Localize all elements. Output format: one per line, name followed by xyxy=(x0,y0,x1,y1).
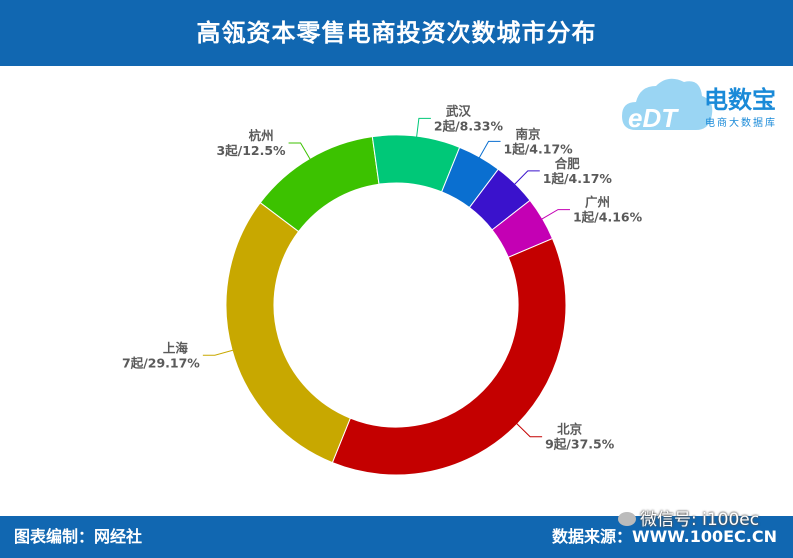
slice-value-1: 2起/8.33% xyxy=(434,118,504,133)
footer-bar: 图表编制：网经社 数据来源：WWW.100EC.CN xyxy=(0,516,793,558)
slice-6 xyxy=(225,201,351,464)
donut-slices xyxy=(225,134,567,476)
wechat-id: 微信号: i100ec xyxy=(640,510,760,530)
slice-label-1: 武汉 2起/8.33% xyxy=(434,103,504,133)
logo: eDT 电数宝 电商大数据库 xyxy=(622,78,777,133)
slice-city-2: 南京 xyxy=(516,126,542,141)
logo-tagline: 电商大数据库 xyxy=(705,116,777,129)
logo-name: 电数宝 xyxy=(704,86,776,114)
slice-value-5: 9起/37.5% xyxy=(545,437,615,452)
leader-line-0 xyxy=(288,142,312,162)
slice-label-3: 合肥 1起/4.17% xyxy=(543,156,613,186)
slice-label-5: 北京 9起/37.5% xyxy=(545,422,615,452)
slice-value-3: 1起/4.17% xyxy=(543,171,613,186)
footer-credit: 图表编制：网经社 xyxy=(14,527,143,546)
slice-city-3: 合肥 xyxy=(555,156,581,171)
slice-label-4: 广州 1起/4.16% xyxy=(573,195,643,225)
slice-value-0: 3起/12.5% xyxy=(216,143,286,158)
slice-value-2: 1起/4.17% xyxy=(504,141,574,156)
slice-value-6: 7起/29.17% xyxy=(122,355,200,370)
cloud-icon xyxy=(622,78,713,130)
logo-mark: eDT xyxy=(628,103,679,133)
slice-value-4: 1起/4.16% xyxy=(573,210,643,225)
leader-lines xyxy=(202,117,570,438)
leader-line-3 xyxy=(512,170,540,187)
leader-line-2 xyxy=(477,140,501,160)
leader-line-1 xyxy=(415,117,431,140)
slice-city-5: 北京 xyxy=(557,422,583,437)
footer-source: 数据来源：WWW.100EC.CN xyxy=(551,527,777,546)
slice-label-2: 南京 1起/4.17% xyxy=(504,126,574,156)
header-bar: 高瓴资本零售电商投资次数城市分布 xyxy=(0,0,793,66)
wechat-icon xyxy=(618,512,636,526)
wechat-watermark: 微信号: i100ec xyxy=(618,508,759,532)
slice-city-1: 武汉 xyxy=(446,103,472,118)
slice-labels: 杭州 3起/12.5%武汉 2起/8.33%南京 1起/4.17%合肥 1起/4.17%… xyxy=(122,103,643,451)
slice-city-4: 广州 xyxy=(585,195,610,210)
donut-chart: 杭州 3起/12.5%武汉 2起/8.33%南京 1起/4.17%合肥 1起/4.17%… xyxy=(122,78,777,476)
leader-line-5 xyxy=(514,421,543,438)
leader-line-4 xyxy=(539,209,570,221)
slice-city-0: 杭州 xyxy=(249,128,274,143)
slice-label-0: 杭州 3起/12.5% xyxy=(216,128,286,158)
slice-city-6: 上海 xyxy=(163,340,189,355)
slice-label-6: 上海 7起/29.17% xyxy=(122,340,200,370)
leader-line-6 xyxy=(202,349,236,356)
slice-5 xyxy=(331,237,567,476)
page-title: 高瓴资本零售电商投资次数城市分布 xyxy=(196,19,597,47)
